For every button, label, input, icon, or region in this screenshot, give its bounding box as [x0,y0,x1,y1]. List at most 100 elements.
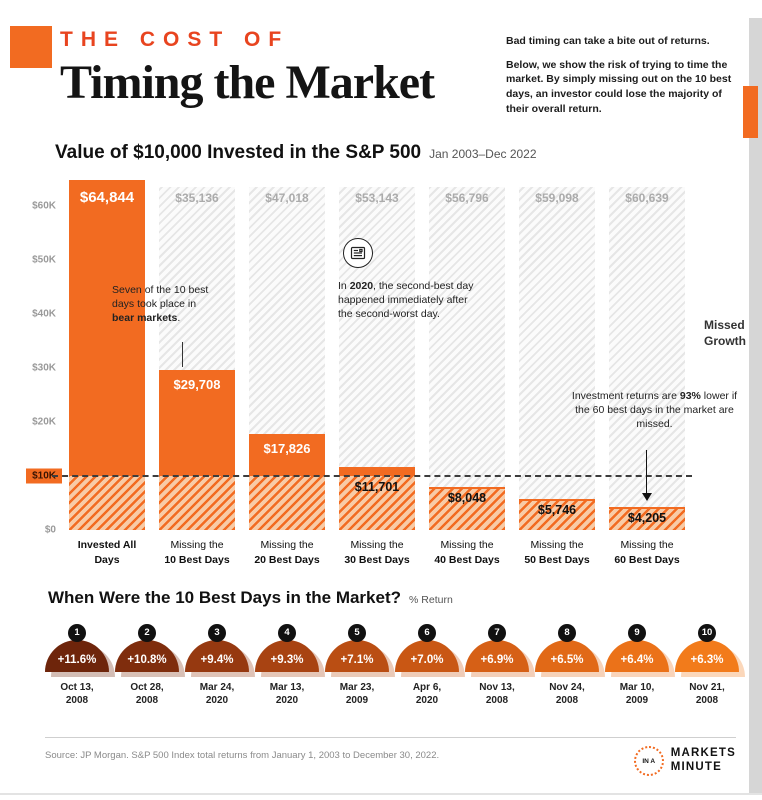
annotation-93-percent: Investment returns are 93% lower if the … [567,390,742,432]
date-line1: Nov 21, [689,681,725,693]
logo-circle-text: IN A [642,757,656,765]
initial-investment-hatch [339,476,415,531]
return-value: +6.3% [690,653,724,666]
bar-value-label: $4,205 [627,511,667,526]
bar-value-label: $5,746 [537,503,577,518]
bar-value-label: $64,844 [79,189,135,207]
rank-badge: 5 [348,623,366,642]
return-value: +6.9% [480,653,514,666]
intro-line-2: Below, we show the risk of trying to tim… [506,58,732,115]
date-label: Nov 24, 2008 [532,681,602,707]
x-label-line2: 20 Best Days [254,554,320,567]
x-label-line2: 60 Best Days [614,554,680,567]
best-day-5: 5 +7.1% Mar 23, 2009 [322,623,395,714]
missed-growth-line2: Growth [704,334,746,349]
date-label: Nov 21, 2008 [672,681,742,707]
missed-growth-value: $47,018 [265,191,309,206]
date-line2: 2009 [345,694,369,706]
y-tick-$30K: $30K [32,362,56,374]
best-day-3: 3 +9.4% Mar 24, 2020 [182,623,255,714]
x-label-line2: 40 Best Days [434,554,500,567]
date-line1: Mar 23, [339,681,375,693]
date-line1: Nov 13, [479,681,515,693]
x-label-0: Invested All Days [62,538,152,567]
bar-column-5: $59,098 $5,746 [512,178,602,531]
x-label-line1: Missing the [260,539,314,552]
chart-title: Value of $10,000 Invested in the S&P 500 [55,142,422,164]
date-line2: 2009 [625,694,649,706]
best-day-1: 1 +11.6% Oct 13, 2008 [42,623,115,714]
title-block: THE COST OF Timing the Market [60,28,435,116]
annotation-text: , the second-best day happened immediate… [338,280,474,321]
missed-growth-line1: Missed [704,318,745,333]
initial-investment-hatch [429,489,505,531]
y-axis: $60K $50K $40K $30K $20K $10K $0 [14,178,62,536]
newspaper-icon [343,238,373,269]
missed-growth-value: $59,098 [535,191,579,206]
date-line1: Mar 24, [199,681,235,693]
page-title: Timing the Market [60,56,435,109]
date-label: Mar 10, 2009 [602,681,672,707]
date-line2: 2020 [275,694,299,706]
date-line2: 2020 [205,694,229,706]
date-line2: 2008 [555,694,579,706]
best-day-10: 10 +6.3% Nov 21, 2008 [672,623,745,714]
best-days-heading: When Were the 10 Best Days in the Market… [48,588,762,608]
date-line1: Oct 13, [60,681,94,693]
initial-investment-hatch [69,476,145,531]
y-tick-$40K: $40K [32,308,56,320]
initial-investment-hatch [519,501,595,531]
intro-line-1: Bad timing can take a bite out of return… [506,35,710,47]
return-value: +9.4% [200,653,234,666]
x-axis-labels: Invested All Days Missing the 10 Best Days… [62,538,692,567]
bottom-edge-line [0,793,762,795]
missed-growth-value: $60,639 [625,191,669,206]
y-tick-$50K: $50K [32,254,56,266]
annotation-bold: 93% [679,390,701,403]
source-note: Source: JP Morgan. S&P 500 Index total r… [45,750,440,761]
best-days-unit: % Return [409,593,453,606]
bar-value-label: $11,701 [354,480,400,495]
best-day-4: 4 +9.3% Mar 13, 2020 [252,623,325,714]
y-tick-$60K: $60K [32,200,56,212]
date-line2: 2008 [135,694,159,706]
markets-in-a-minute-logo: IN A MARKETS MINUTE [633,746,736,776]
y-tick-$10K: $10K [26,468,62,484]
corner-accent-square [10,26,52,68]
annotation-bold: 2020 [349,280,374,293]
initial-investment-hatch [609,509,685,531]
x-label-line1: Missing the [350,539,404,552]
rank-badge: 3 [208,623,226,642]
x-label-line1: Missing the [440,539,494,552]
return-value: +10.8% [127,653,167,666]
missed-growth-value: $56,796 [445,191,489,206]
x-label-5: Missing the 50 Best Days [512,538,602,567]
initial-investment-dashed-line [52,475,692,478]
missed-growth-value: $35,136 [175,191,219,206]
plot-area: Seven of the 10 best days took place in … [52,178,737,531]
annotation-text: In [338,280,350,293]
right-edge-strip [749,18,762,794]
x-label-6: Missing the 60 Best Days [602,538,692,567]
x-label-4: Missing the 40 Best Days [422,538,512,567]
date-label: Mar 23, 2009 [322,681,392,707]
return-value: +6.4% [620,653,654,666]
return-value: +11.6% [57,653,97,666]
bar-value-label: $17,826 [263,441,311,457]
missed-growth-label: Missed Growth [704,318,746,349]
value-bar [69,180,145,531]
bar-column-4: $56,796 $8,048 [422,178,512,531]
best-days-row: 1 +11.6% Oct 13, 2008 2 +10.8% Oct 28, 2008 3 +9.… [42,623,745,714]
best-day-6: 6 +7.0% Apr 6, 2020 [392,623,465,714]
missed-growth-area: $53,143 [339,187,415,468]
intro-block: Bad timing can take a bite out of return… [506,34,732,116]
bar-column-3: $53,143 $11,701 [332,178,422,531]
logo-word-1: MARKETS [670,747,736,760]
y-tick-$0: $0 [44,524,56,536]
date-line2: 2020 [415,694,439,706]
best-day-9: 9 +6.4% Mar 10, 2009 [602,623,675,714]
initial-investment-hatch [249,476,325,531]
date-line1: Oct 28, [130,681,164,693]
logo-words: MARKETS MINUTE [671,747,736,775]
rank-badge: 6 [418,623,436,642]
